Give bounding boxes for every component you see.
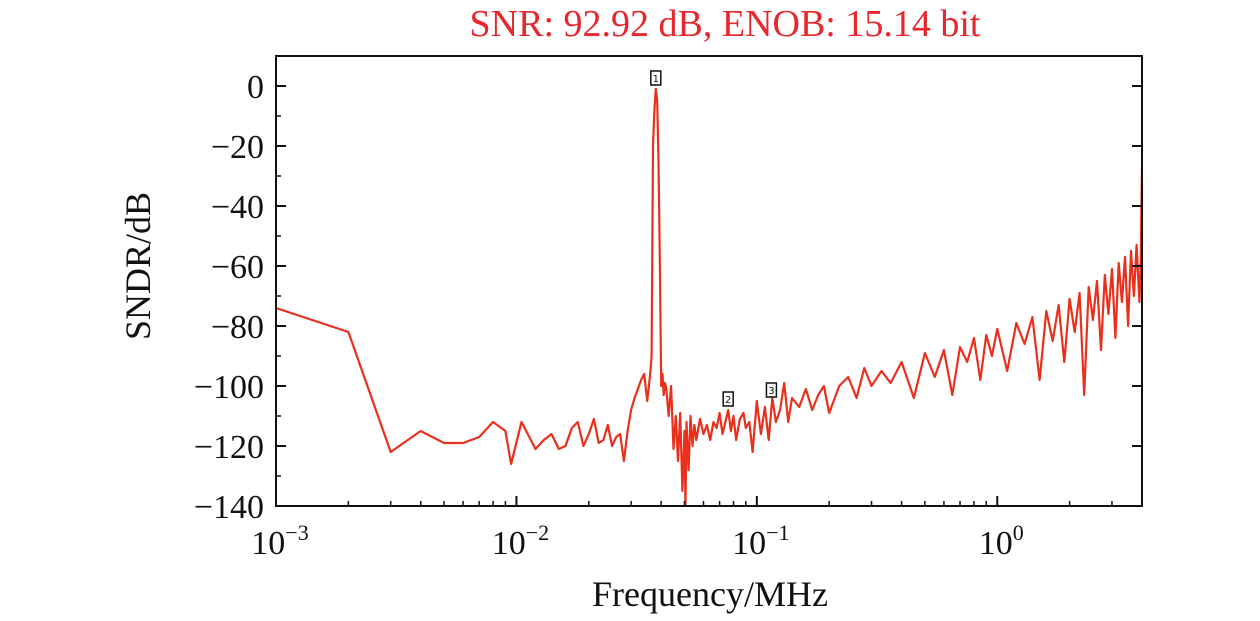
series-line-0 [276,87,1142,506]
y-tick-label: −100 [194,369,264,406]
y-tick-label: −20 [211,129,264,166]
y-tick-label: −140 [194,489,264,526]
x-tick-label: 10−3 [251,520,308,562]
peak-marker-box [722,391,734,407]
peak-marker-label: 2 [725,395,731,406]
peak-marker-label: 3 [768,386,774,397]
y-tick-label: −80 [211,309,264,346]
x-tick-label: 10−2 [492,520,549,562]
plot-area [276,87,1142,506]
x-tick-label: 10−1 [732,520,789,562]
peak-marker-2: 2 [722,391,734,407]
chart-title: SNR: 92.92 dB, ENOB: 15.14 bit [470,3,981,45]
x-axis-label: Frequency/MHz [592,574,828,614]
y-tick-label: −120 [194,429,264,466]
peak-marker-box [650,70,662,86]
y-tick-label: 0 [247,69,264,106]
peak-marker-box [765,382,778,398]
x-tick-label: 100 [979,520,1024,562]
y-axis-label: SNDR/dB [118,192,158,340]
y-tick-label: −40 [211,189,264,226]
plot-frame [275,55,1143,507]
peak-marker-label: 1 [653,74,659,85]
peak-marker-1: 1 [650,70,662,86]
y-tick-label: −60 [211,249,264,286]
peak-marker-3: 3 [765,382,778,398]
peak-markers: 1 2 3 [650,70,778,407]
